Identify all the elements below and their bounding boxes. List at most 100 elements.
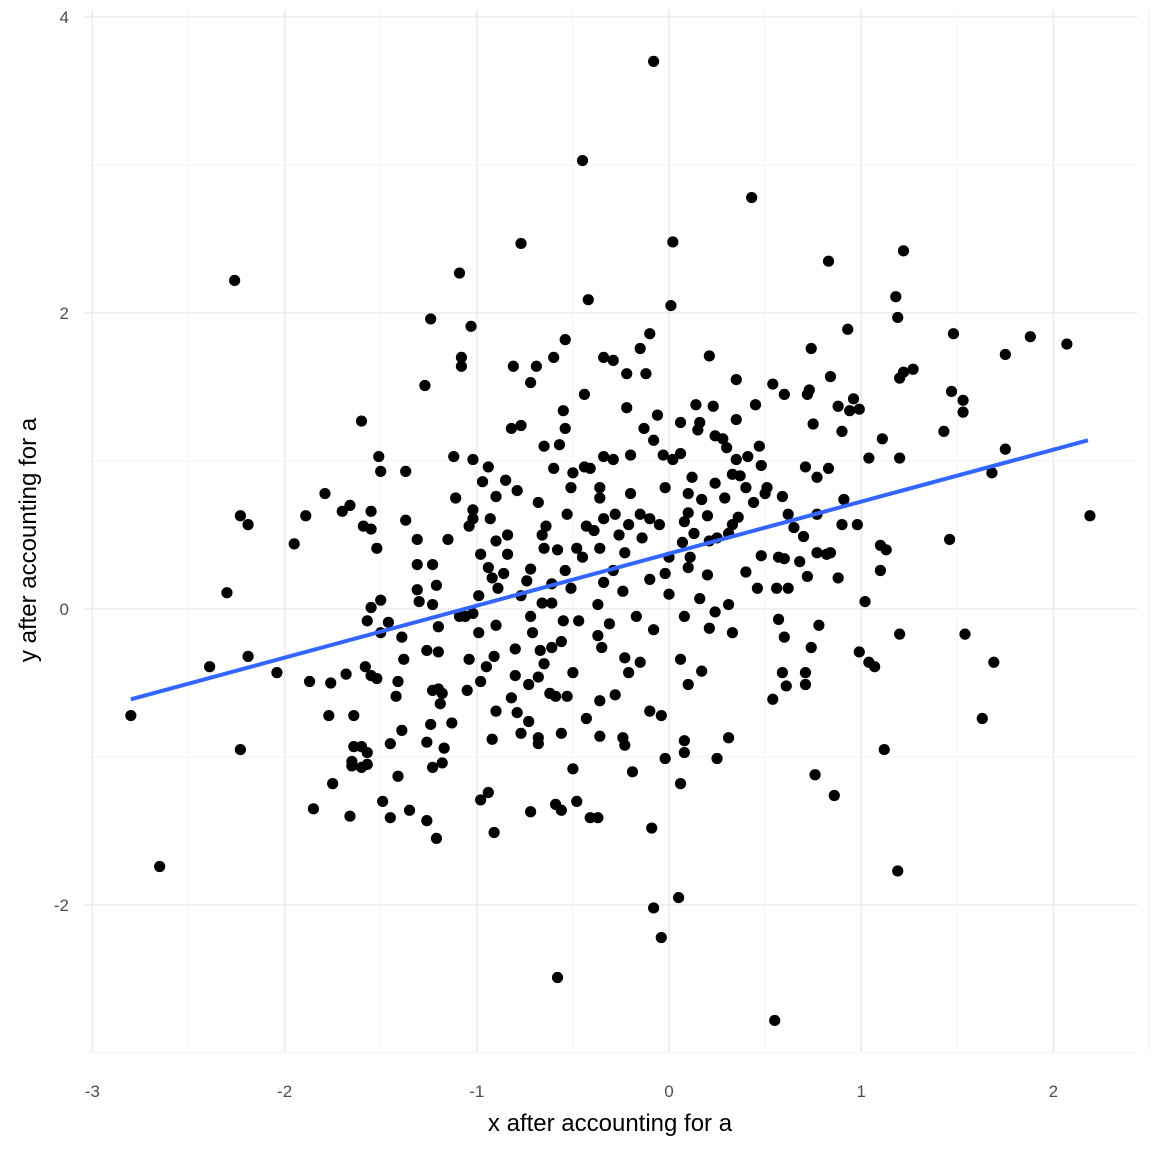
data-point bbox=[598, 351, 610, 363]
data-point bbox=[986, 467, 998, 479]
data-point bbox=[425, 718, 437, 731]
data-point bbox=[509, 643, 521, 655]
data-point bbox=[473, 627, 485, 639]
data-point bbox=[234, 510, 246, 522]
data-point bbox=[578, 388, 591, 400]
data-point bbox=[945, 385, 958, 398]
grid bbox=[85, 10, 1150, 1054]
data-point bbox=[546, 597, 558, 609]
data-point bbox=[1061, 338, 1073, 350]
data-point bbox=[346, 760, 358, 772]
data-point bbox=[769, 1014, 781, 1027]
x-tick-label: -2 bbox=[277, 1082, 292, 1101]
data-point bbox=[772, 613, 785, 625]
data-point bbox=[663, 588, 675, 600]
data-point bbox=[594, 730, 606, 742]
data-point bbox=[532, 496, 544, 509]
data-point bbox=[463, 653, 475, 665]
data-point bbox=[999, 348, 1011, 361]
data-point bbox=[634, 342, 646, 355]
data-point bbox=[1024, 331, 1036, 343]
data-point bbox=[621, 402, 633, 414]
data-point bbox=[403, 804, 416, 816]
data-point bbox=[778, 631, 790, 643]
data-point bbox=[530, 360, 542, 372]
data-point bbox=[847, 393, 860, 405]
data-point bbox=[813, 619, 825, 631]
data-point bbox=[592, 598, 604, 611]
data-point bbox=[609, 508, 621, 520]
data-point bbox=[475, 548, 487, 560]
data-point bbox=[551, 971, 564, 984]
y-tick-label: 0 bbox=[60, 600, 69, 619]
data-point bbox=[703, 622, 715, 634]
x-tick-label: -3 bbox=[85, 1082, 100, 1101]
data-point bbox=[498, 567, 510, 580]
data-point bbox=[525, 563, 537, 575]
data-point bbox=[242, 650, 254, 662]
data-point bbox=[557, 405, 569, 417]
data-point bbox=[419, 379, 431, 392]
data-point bbox=[657, 449, 669, 461]
data-point bbox=[550, 690, 562, 702]
data-point bbox=[303, 675, 316, 688]
data-point bbox=[842, 323, 854, 335]
data-point bbox=[400, 514, 412, 526]
data-point bbox=[490, 490, 502, 503]
data-point bbox=[465, 320, 477, 332]
data-point bbox=[684, 551, 696, 563]
data-point bbox=[548, 351, 560, 363]
data-point bbox=[538, 658, 550, 670]
data-point bbox=[897, 245, 910, 257]
data-point bbox=[373, 450, 385, 463]
data-point bbox=[634, 656, 646, 668]
data-point bbox=[307, 803, 320, 815]
data-point bbox=[619, 739, 631, 751]
data-point bbox=[392, 770, 404, 782]
data-point bbox=[348, 741, 360, 753]
data-point bbox=[482, 461, 494, 473]
data-point bbox=[824, 371, 837, 383]
data-point bbox=[426, 559, 439, 571]
data-point bbox=[355, 415, 368, 427]
data-point bbox=[484, 513, 496, 525]
data-point bbox=[300, 510, 312, 522]
data-point bbox=[619, 547, 631, 559]
data-point bbox=[436, 687, 448, 699]
data-point bbox=[696, 665, 708, 677]
x-axis-title: x after accounting for a bbox=[488, 1110, 733, 1137]
data-point bbox=[425, 313, 437, 325]
data-point bbox=[507, 360, 519, 372]
data-point bbox=[797, 530, 810, 543]
data-point bbox=[515, 419, 527, 432]
data-point bbox=[442, 533, 454, 546]
data-point bbox=[365, 505, 377, 517]
data-point bbox=[567, 667, 579, 679]
data-point bbox=[722, 598, 735, 611]
data-point bbox=[536, 597, 548, 609]
data-point bbox=[455, 351, 468, 363]
data-point bbox=[836, 519, 848, 531]
data-point bbox=[411, 584, 423, 596]
x-tick-label: 1 bbox=[856, 1082, 865, 1101]
data-point bbox=[678, 610, 690, 623]
data-point bbox=[734, 470, 746, 482]
data-point bbox=[567, 467, 579, 479]
data-point bbox=[947, 328, 960, 340]
data-point bbox=[726, 627, 739, 639]
data-point bbox=[344, 499, 356, 511]
data-point bbox=[957, 406, 969, 418]
data-point bbox=[730, 413, 742, 426]
data-point bbox=[463, 520, 475, 532]
data-point bbox=[204, 661, 216, 673]
data-point bbox=[234, 744, 246, 756]
data-point bbox=[644, 705, 656, 717]
data-point bbox=[686, 471, 698, 483]
data-point bbox=[811, 547, 823, 559]
data-point bbox=[778, 553, 790, 565]
data-point bbox=[674, 778, 687, 790]
data-point bbox=[375, 594, 387, 606]
data-point bbox=[555, 727, 567, 739]
data-point bbox=[701, 569, 714, 581]
data-point bbox=[776, 667, 788, 679]
